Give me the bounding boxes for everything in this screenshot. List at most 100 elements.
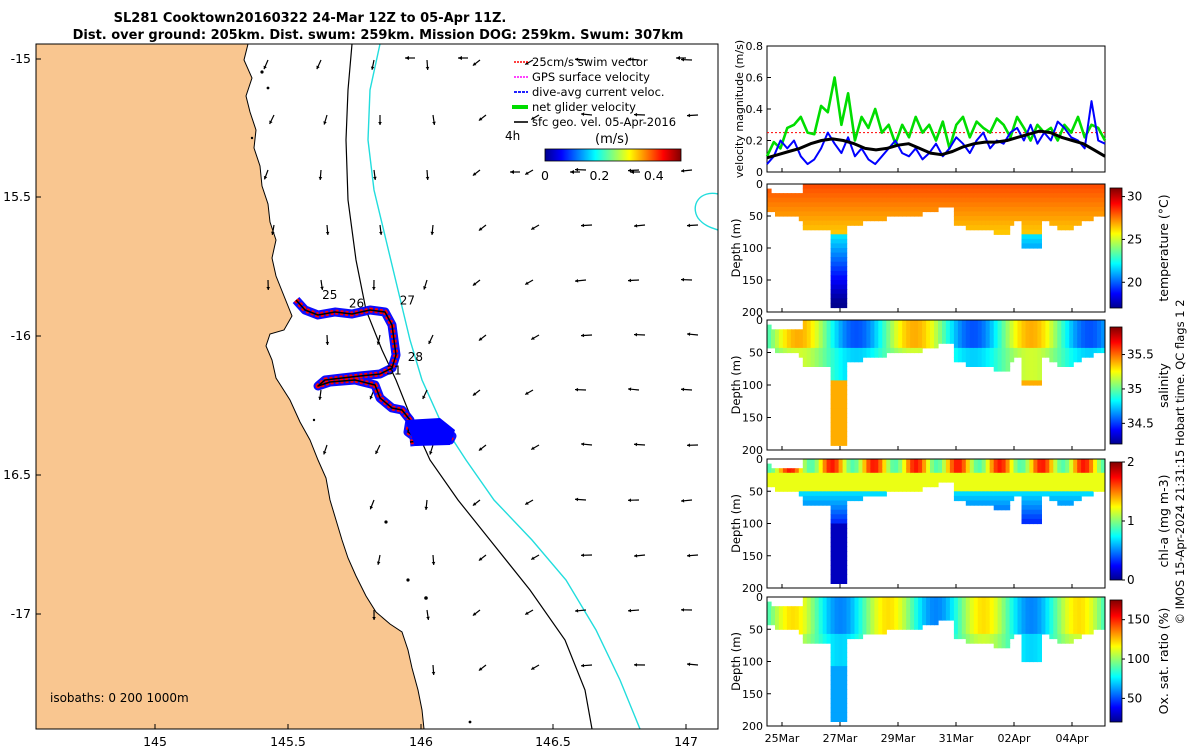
depth-tick-label: 100 (742, 656, 763, 669)
colorbar-tick-label: 25 (1127, 232, 1142, 246)
velocity-y-tick-label: 0 (756, 166, 763, 179)
map-x-tick-label: 145.5 (270, 734, 306, 749)
map-y-tick-label: 15.5 (3, 189, 31, 204)
land (36, 44, 425, 729)
map-x-tick-label: 146.5 (535, 734, 571, 749)
map-legend: 25cm/s swim vector GPS surface velocity … (505, 55, 682, 183)
depth-tick-label: 150 (742, 688, 763, 701)
time-tick-label: 02Apr (997, 732, 1031, 745)
title-line-2: Dist. over ground: 205km. Dist. swum: 25… (73, 28, 684, 43)
legend-item-swim-vector: 25cm/s swim vector (532, 55, 648, 69)
colorbar-label: salinity (1156, 362, 1171, 407)
day-label: 25 (322, 288, 337, 302)
colorbar-tick-label: 34.5 (1127, 416, 1154, 430)
sfc-geo-velocity-vectors (263, 56, 699, 676)
velocity-y-tick-label: 0.4 (746, 103, 764, 116)
colorbar-tick-label: 50 (1127, 691, 1142, 705)
velocity-y-tick-label: 0.2 (746, 135, 764, 148)
depth-tick-label: 100 (742, 242, 763, 255)
depth-tick-label: 150 (742, 550, 763, 563)
depth-tick-label: 50 (749, 347, 763, 360)
map-y-tick-label: -15 (11, 51, 31, 66)
isobath-1000m (367, 44, 641, 729)
velocity-series-line (766, 100, 1106, 166)
depth-tick-label: 100 (742, 518, 763, 531)
map-x-tick-label: 146 (409, 734, 433, 749)
depth-axis-label: Depth (m) (729, 356, 743, 415)
depth-tick-label: 150 (742, 412, 763, 425)
velocity-y-ticks: 0 0.2 0.4 0.6 0.8 (746, 40, 1073, 179)
depth-tick-label: 0 (756, 591, 763, 604)
section-panel: 0 50 100 150 200 Depth (m) 2 1 0 chl-a (mg m-3) (729, 453, 1171, 595)
time-marker-label: 4h (505, 129, 520, 143)
colorbar-tick-label: 0.2 (589, 168, 609, 183)
depth-tick-label: 200 (742, 306, 763, 319)
colorbar-tick-label: 100 (1127, 652, 1150, 666)
depth-tick-label: 200 (742, 720, 763, 733)
colorbar-tick-label: 0 (541, 168, 549, 183)
day-label: 28 (408, 350, 423, 364)
depth-tick-label: 200 (742, 444, 763, 457)
depth-axis-label: Depth (m) (729, 219, 743, 278)
velocity-series-line (765, 76, 1107, 157)
colorbar-tick-label: 30 (1127, 190, 1142, 204)
map-x-ticks: 145 145.5 146 146.5 147 (143, 724, 698, 749)
depth-tick-label: 50 (749, 485, 763, 498)
time-x-ticks: 25Mar 27Mar 29Mar 31Mar 02Apr 04Apr (765, 732, 1089, 745)
depth-tick-label: 0 (756, 314, 763, 327)
colorbar-label: chl-a (mg m-3) (1156, 475, 1171, 568)
colorbar-tick-label: 0.4 (644, 168, 664, 183)
isobath-1000m-east (694, 192, 718, 231)
velocity-series (765, 76, 1107, 166)
legend-item-gps-velocity: GPS surface velocity (532, 70, 650, 84)
colorbar-ticks: 0 0.2 0.4 (541, 168, 664, 183)
colorbar-tick-label: 1 (1127, 514, 1135, 528)
depth-tick-label: 150 (742, 274, 763, 287)
map-y-tick-label: 16.5 (3, 467, 31, 482)
time-tick-label: 31Mar (939, 732, 974, 745)
depth-tick-label: 0 (756, 178, 763, 191)
credit-text: © IMOS 15-Apr-2024 21:31:15 Hobart time.… (1173, 299, 1187, 624)
map-panel: 25 26 27 28 31 (35, 43, 719, 730)
time-tick-label: 27Mar (823, 732, 858, 745)
title-line-1: SL281 Cooktown20160322 24-Mar 12Z to 05-… (114, 11, 507, 26)
map-y-tick-label: -17 (11, 606, 31, 621)
time-tick-label: 25Mar (765, 732, 800, 745)
map-x-tick-label: 145 (143, 734, 167, 749)
colorbar-tick-label: 20 (1127, 275, 1142, 289)
isobaths-label: isobaths: 0 200 1000m (50, 691, 189, 705)
day-label: 27 (400, 294, 415, 308)
velocity-y-tick-label: 0.8 (746, 40, 764, 53)
section-colorbar (1109, 599, 1123, 723)
map-y-tick-label: -16 (11, 328, 31, 343)
map-x-tick-label: 147 (674, 734, 698, 749)
colorbar-tick-label: 150 (1127, 613, 1150, 627)
section-colorbar (1109, 187, 1123, 309)
day-label: 26 (349, 296, 364, 310)
depth-axis-label: Depth (m) (729, 494, 743, 553)
glider-track: 25 26 27 28 31 (292, 288, 457, 447)
colorbar-tick-label: 0 (1127, 573, 1135, 587)
velocity-series-line (766, 129, 1106, 160)
isobath-200m (345, 44, 593, 729)
legend-item-net-glider-velocity: net glider velocity (532, 100, 636, 114)
velocity-y-tick-label: 0.6 (746, 72, 764, 85)
depth-tick-label: 0 (756, 453, 763, 466)
velocity-panel: 0 0.2 0.4 0.6 0.8 velocity magnitude (m/s) (733, 40, 1107, 179)
legend-item-sfc-geo-velocity: sfc geo. vel. 05-Apr-2016 (532, 115, 676, 129)
colorbar-unit-label: (m/s) (595, 132, 629, 147)
colorbar-label: Ox. sat. ratio (%) (1156, 608, 1171, 715)
depth-axis-label: Depth (m) (729, 632, 743, 691)
section-colorbar (1109, 461, 1123, 581)
depth-tick-label: 100 (742, 379, 763, 392)
map-y-ticks: -15 15.5 -16 16.5 -17 (3, 51, 41, 621)
velocity-colorbar (544, 148, 682, 162)
legend-item-dive-avg-current: dive-avg current veloc. (532, 85, 665, 99)
velocity-y-label: velocity magnitude (m/s) (733, 40, 746, 178)
section-colorbar (1109, 326, 1123, 445)
depth-tick-label: 200 (742, 582, 763, 595)
colorbar-tick-label: 2 (1127, 455, 1135, 469)
